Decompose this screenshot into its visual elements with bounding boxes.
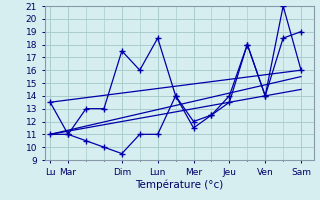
X-axis label: Température (°c): Température (°c)	[135, 179, 223, 190]
